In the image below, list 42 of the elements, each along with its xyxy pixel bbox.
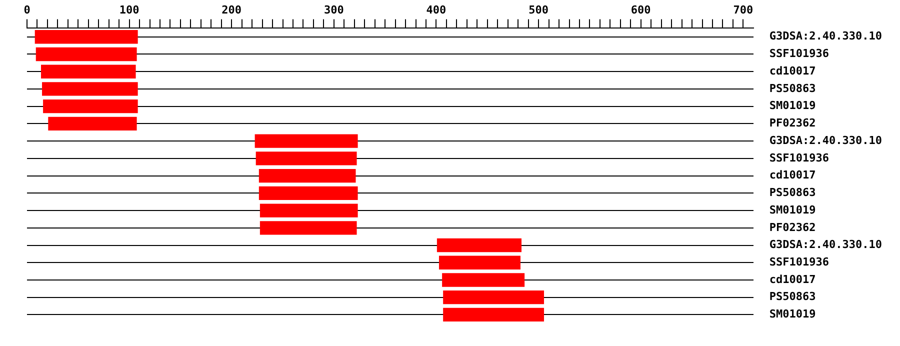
x-tick-label: 500	[528, 3, 548, 16]
y-tick-label: SSF101936	[769, 255, 830, 268]
bar	[442, 273, 525, 287]
x-tick-label: 600	[630, 3, 651, 16]
bar	[258, 168, 356, 183]
x-tick-label: 200	[222, 3, 242, 16]
y-tick-label: G3DSA:2.40.330.10	[769, 238, 882, 252]
y-tick-label: cd10017	[769, 64, 816, 78]
bar	[36, 47, 137, 62]
bar	[258, 186, 358, 200]
bar	[42, 82, 138, 96]
bar	[438, 256, 520, 270]
bar	[48, 116, 137, 131]
bar	[436, 238, 522, 252]
x-tick-label: 300	[324, 3, 344, 16]
y-tick-label: SSF101936	[769, 151, 830, 164]
bar	[260, 204, 358, 218]
bar	[43, 100, 138, 114]
y-tick-label: G3DSA:2.40.330.10	[769, 30, 882, 43]
x-tick-label: 400	[426, 3, 446, 16]
y-tick-label: SM01019	[769, 308, 816, 321]
bar	[256, 152, 357, 166]
y-tick-label: PS50863	[769, 290, 816, 304]
bar	[443, 290, 544, 304]
y-tick-label: SM01019	[769, 99, 816, 112]
y-tick-label: PS50863	[769, 186, 816, 200]
y-tick-label: PF02362	[769, 220, 816, 234]
y-tick-label: SM01019	[769, 203, 816, 216]
bar	[34, 30, 138, 44]
y-tick-label: PS50863	[769, 82, 816, 95]
y-tick-label: cd10017	[769, 272, 816, 286]
x-tick-label: 700	[733, 3, 754, 16]
bar	[254, 134, 358, 148]
bar	[40, 64, 136, 78]
bar	[443, 308, 544, 322]
x-tick-label: 100	[119, 3, 140, 16]
y-tick-label: cd10017	[769, 168, 816, 182]
x-tick-label: 0	[24, 3, 30, 16]
y-tick-label: SSF101936	[769, 47, 830, 60]
bar	[260, 221, 357, 235]
y-tick-label: PF02362	[769, 116, 816, 130]
y-tick-label: G3DSA:2.40.330.10	[769, 134, 882, 147]
